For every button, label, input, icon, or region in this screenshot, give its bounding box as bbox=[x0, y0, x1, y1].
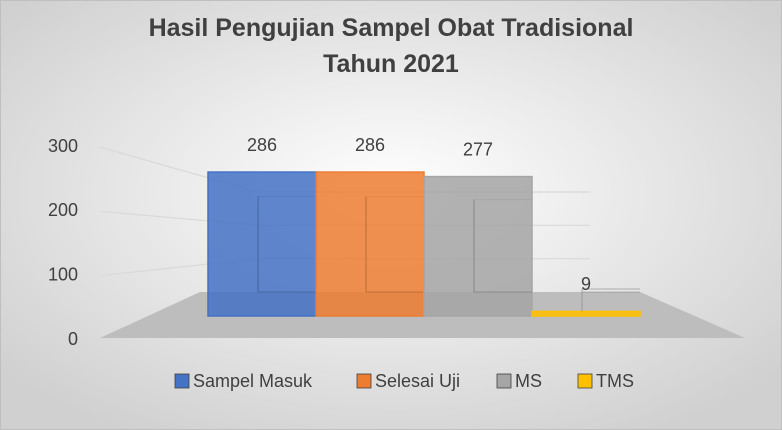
data-label: 9 bbox=[581, 274, 591, 294]
y-tick-label: 200 bbox=[48, 200, 78, 220]
y-tick-label: 100 bbox=[48, 264, 78, 284]
bar-inner-edge bbox=[257, 196, 316, 293]
bar bbox=[423, 175, 533, 317]
chart-title: Hasil Pengujian Sampel Obat Tradisional … bbox=[148, 14, 634, 78]
legend-label: TMS bbox=[596, 371, 634, 391]
bar-front bbox=[531, 310, 641, 317]
legend-label: Selesai Uji bbox=[375, 371, 460, 391]
bar-back-edge bbox=[581, 288, 640, 292]
y-tick-label: 0 bbox=[68, 329, 78, 349]
data-label: 277 bbox=[463, 139, 493, 159]
legend-label: Sampel Masuk bbox=[193, 371, 313, 391]
bar bbox=[315, 171, 425, 317]
bar bbox=[531, 288, 641, 317]
legend-swatch bbox=[577, 373, 593, 389]
bar-front bbox=[315, 171, 425, 317]
legend-swatch bbox=[496, 373, 512, 389]
bar-front bbox=[207, 171, 317, 317]
title-box: Hasil Pengujian Sampel Obat Tradisional … bbox=[0, 10, 782, 82]
legend-label: MS bbox=[515, 371, 542, 391]
data-label: 286 bbox=[247, 135, 277, 155]
legend-swatch bbox=[174, 373, 190, 389]
bar bbox=[207, 171, 317, 317]
bar-inner-edge bbox=[581, 291, 640, 312]
data-label: 286 bbox=[355, 135, 385, 155]
bar-inner-edge bbox=[473, 199, 532, 293]
legend-swatch bbox=[356, 373, 372, 389]
bar-front bbox=[423, 175, 533, 317]
y-tick-label: 300 bbox=[48, 136, 78, 156]
bar-inner-edge bbox=[365, 196, 424, 293]
